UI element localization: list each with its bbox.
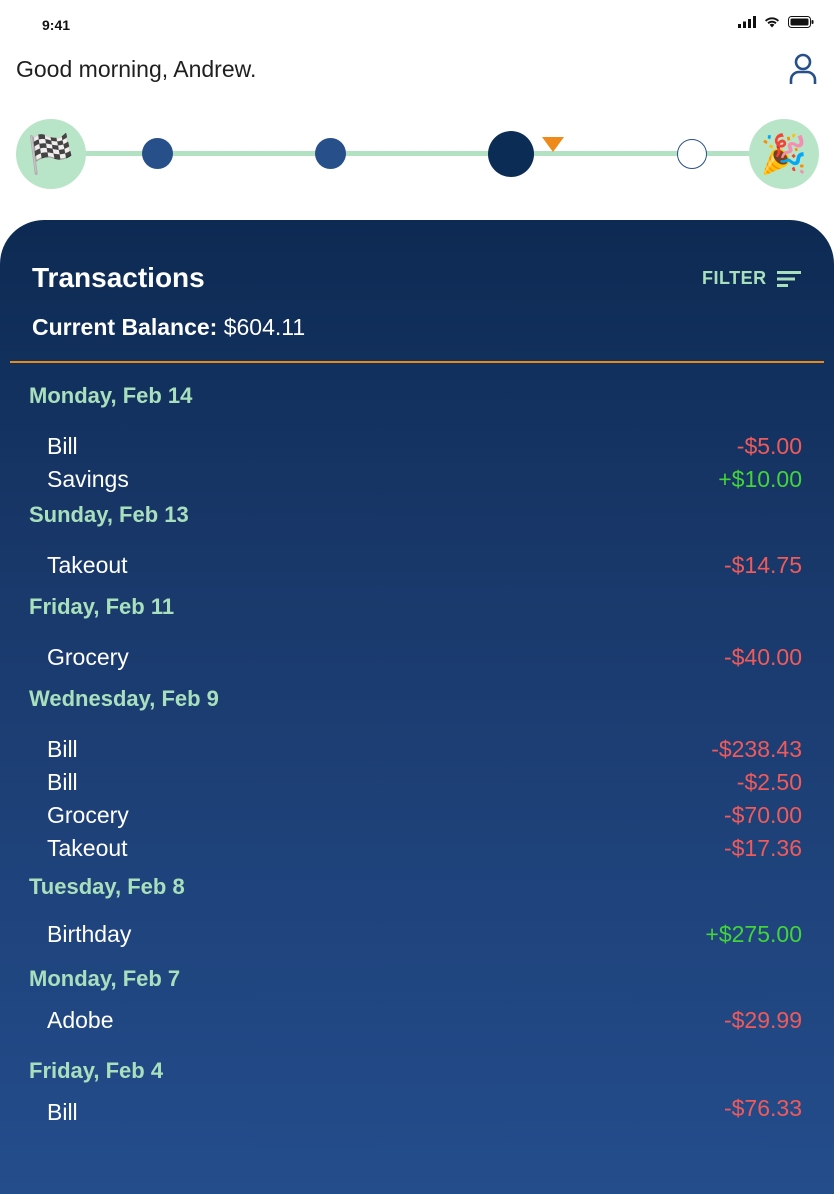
panel-title: Transactions: [32, 262, 205, 293]
status-time: 9:41: [42, 17, 71, 33]
profile-button[interactable]: [785, 52, 821, 88]
signal-icon: [738, 16, 756, 28]
transaction-name: Savings: [47, 466, 129, 492]
day-header: Sunday, Feb 13: [29, 502, 189, 527]
transaction-name: Grocery: [47, 802, 129, 828]
transaction-amount: -$17.36: [723, 835, 802, 861]
filter-button[interactable]: FILTER: [702, 268, 801, 289]
wifi-icon: [765, 17, 779, 28]
transaction-row[interactable]: Bill -$238.43: [47, 736, 802, 763]
start-flag-icon: 🏁: [16, 119, 86, 189]
transaction-name: Takeout: [47, 835, 128, 861]
transaction-name: Takeout: [47, 552, 128, 578]
progress-step-completed: [315, 138, 346, 169]
status-bar: 9:41: [0, 0, 834, 50]
transaction-amount: -$2.50: [736, 769, 802, 795]
day-header: Wednesday, Feb 9: [29, 686, 219, 711]
transaction-amount: -$14.75: [723, 552, 802, 578]
transaction-row[interactable]: Bill -$2.50: [47, 769, 802, 796]
transaction-name: Adobe: [47, 1007, 114, 1033]
party-popper-icon: 🎉: [749, 119, 819, 189]
day-header: Friday, Feb 11: [29, 594, 175, 619]
transaction-amount: -$29.99: [723, 1007, 802, 1033]
filter-label: FILTER: [702, 268, 767, 288]
transaction-row[interactable]: Takeout -$14.75: [47, 552, 802, 579]
transaction-amount: -$5.00: [736, 433, 802, 459]
filter-icon: [776, 270, 801, 287]
transaction-amount: -$76.33: [723, 1095, 802, 1121]
user-icon: [789, 53, 817, 84]
transaction-row[interactable]: Bill -$76.33: [47, 1095, 802, 1126]
transaction-amount: +$275.00: [705, 921, 802, 947]
progress-tracker: 🏁 🎉: [0, 115, 834, 195]
day-header: Tuesday, Feb 8: [29, 874, 185, 899]
progress-step-current: [488, 131, 534, 177]
transaction-row[interactable]: Bill -$5.00: [47, 433, 802, 460]
transaction-amount: +$10.00: [718, 466, 802, 492]
transaction-name: Grocery: [47, 644, 129, 670]
transaction-row[interactable]: Savings +$10.00: [47, 466, 802, 493]
transaction-name: Bill: [47, 769, 78, 795]
transaction-name: Bill: [47, 1099, 78, 1125]
progress-step-upcoming: [677, 139, 707, 169]
transactions-panel: Transactions FILTER Current Balance: $60…: [0, 220, 834, 1194]
balance-label: Current Balance:: [32, 314, 218, 340]
transaction-name: Bill: [47, 736, 78, 762]
transaction-name: Bill: [47, 433, 78, 459]
greeting: Good morning, Andrew.: [16, 56, 257, 82]
transaction-row[interactable]: Birthday +$275.00: [47, 921, 802, 948]
divider: [10, 361, 824, 363]
battery-icon: [788, 16, 814, 28]
status-icons: [738, 16, 814, 28]
progress-track: [50, 151, 790, 156]
transaction-row[interactable]: Takeout -$17.36: [47, 835, 802, 862]
current-marker-icon: [542, 137, 564, 152]
transaction-row[interactable]: Grocery -$40.00: [47, 644, 802, 671]
day-header: Monday, Feb 7: [29, 966, 181, 991]
current-balance: Current Balance: $604.11: [32, 314, 305, 341]
transaction-row[interactable]: Grocery -$70.00: [47, 802, 802, 829]
transaction-amount: -$40.00: [723, 644, 802, 670]
transaction-amount: -$70.00: [723, 802, 802, 828]
transaction-name: Birthday: [47, 921, 132, 947]
progress-step-completed: [142, 138, 173, 169]
day-header: Monday, Feb 14: [29, 383, 193, 408]
balance-value: $604.11: [223, 314, 306, 340]
day-header: Friday, Feb 4: [29, 1058, 164, 1083]
transaction-row[interactable]: Adobe -$29.99: [47, 1007, 802, 1034]
transaction-amount: -$238.43: [711, 736, 802, 762]
